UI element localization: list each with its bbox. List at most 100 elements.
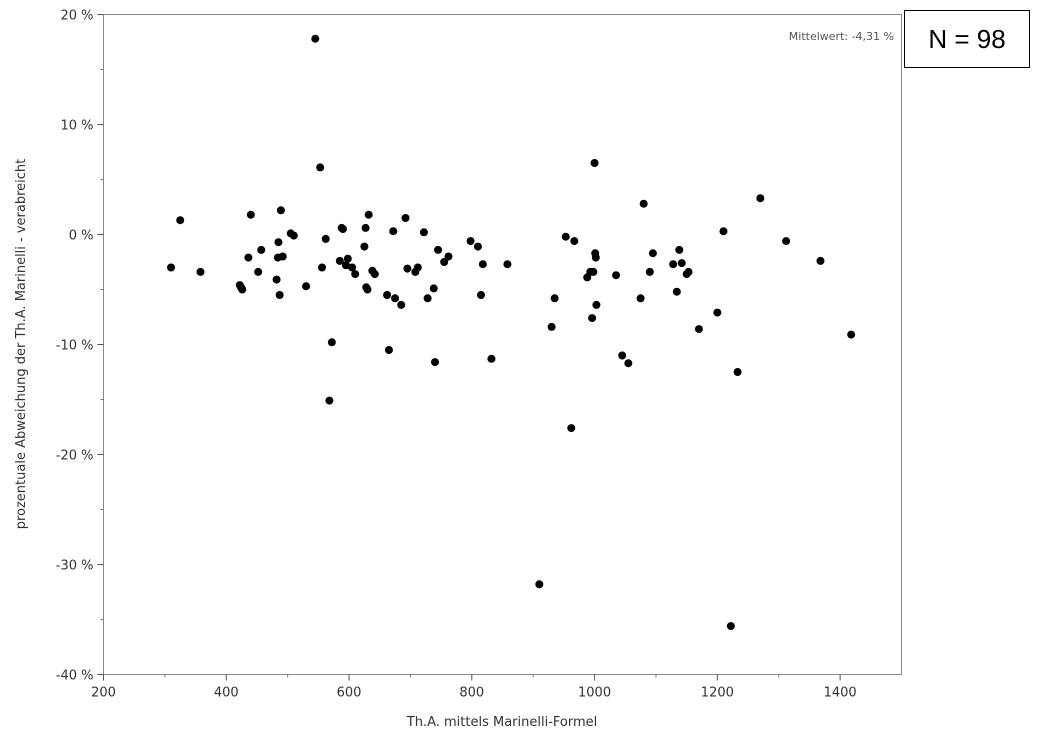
data-point [238, 285, 247, 294]
y-axis-label: prozentuale Abweichung der Th.A. Marinel… [14, 159, 29, 530]
data-point [274, 238, 283, 247]
data-point [675, 245, 684, 254]
mean-label: Mittelwert: -4,31 % [789, 30, 894, 43]
data-point [782, 237, 791, 246]
data-point [639, 199, 648, 208]
data-point [384, 346, 393, 354]
data-point [550, 294, 559, 303]
data-point [535, 580, 544, 589]
data-point [726, 622, 735, 631]
data-point [316, 163, 325, 172]
data-point [254, 267, 263, 276]
data-point [311, 34, 320, 43]
x-tick-label: 800 [459, 686, 484, 701]
data-point [590, 159, 599, 167]
data-point [684, 267, 693, 276]
x-tick-label: 600 [337, 686, 362, 701]
data-point [413, 263, 422, 272]
data-point [348, 263, 357, 272]
data-point [257, 245, 266, 254]
sample-size-box: N = 98 [904, 10, 1030, 68]
data-point [272, 275, 281, 284]
data-point [364, 210, 373, 219]
data-point [391, 294, 400, 303]
data-point [618, 351, 627, 360]
x-tick-label: 1400 [824, 686, 857, 701]
x-tick-label: 200 [91, 686, 116, 701]
data-point [733, 368, 742, 376]
x-axis-label: Th.A. mittels Marinelli-Formel [406, 715, 598, 730]
y-tick-label: 20 % [60, 9, 93, 24]
data-point [547, 322, 556, 331]
data-point [343, 254, 352, 263]
data-point [419, 228, 428, 237]
data-point [648, 249, 657, 258]
data-point [434, 245, 443, 254]
data-point [816, 256, 825, 265]
data-point [351, 270, 360, 279]
data-point [669, 260, 678, 269]
data-point [477, 291, 486, 299]
x-tick-label: 400 [214, 686, 239, 701]
x-tick-label: 1200 [701, 686, 734, 701]
data-point [327, 338, 336, 347]
data-point [289, 231, 298, 240]
data-point [246, 210, 255, 219]
data-points [167, 34, 856, 631]
data-point [196, 267, 205, 276]
y-tick-label: -40 % [56, 669, 94, 684]
data-point [401, 214, 410, 222]
data-point [466, 237, 475, 246]
data-point [636, 294, 645, 303]
data-point [713, 308, 722, 317]
data-point [321, 234, 330, 243]
data-point [167, 263, 176, 272]
data-point [363, 285, 372, 294]
data-point [719, 227, 728, 236]
data-point [341, 261, 350, 270]
data-point [487, 354, 496, 363]
data-point [338, 225, 347, 233]
data-point [275, 291, 284, 299]
data-point [624, 359, 633, 368]
data-point [423, 294, 432, 303]
data-point [588, 314, 597, 323]
plot-area-frame [103, 14, 902, 675]
data-point [694, 325, 703, 334]
data-point [361, 223, 370, 232]
data-point [677, 259, 686, 268]
data-point [318, 263, 327, 272]
data-point [612, 271, 621, 280]
y-tick-label: 0 % [69, 229, 94, 244]
data-point [567, 424, 576, 433]
data-point [276, 206, 285, 215]
y-axis: 20 % 10 % 0 % -10 % -20 % -30 % -40 % [56, 9, 104, 684]
data-point [403, 264, 412, 273]
data-point [370, 270, 379, 279]
data-point [503, 260, 512, 269]
data-point [244, 253, 253, 262]
y-tick-label: -30 % [56, 559, 94, 574]
x-axis: 200 400 600 800 1000 1200 1400 [91, 674, 857, 701]
data-point [360, 242, 369, 251]
data-point [561, 232, 570, 241]
sample-size-label: N = 98 [928, 23, 1006, 54]
y-tick-label: -10 % [56, 339, 94, 354]
data-point [302, 282, 311, 291]
data-point [397, 300, 406, 309]
data-point [672, 287, 681, 296]
data-point [645, 267, 654, 276]
data-point [847, 330, 856, 339]
data-point [325, 396, 334, 405]
data-point [176, 216, 185, 225]
data-point [570, 237, 579, 246]
data-point [756, 194, 765, 203]
x-tick-label: 1000 [578, 686, 611, 701]
data-point [473, 242, 482, 251]
data-point [478, 260, 487, 269]
data-point [592, 300, 601, 309]
data-point [440, 258, 449, 266]
data-point [591, 253, 600, 262]
data-point [383, 291, 392, 299]
